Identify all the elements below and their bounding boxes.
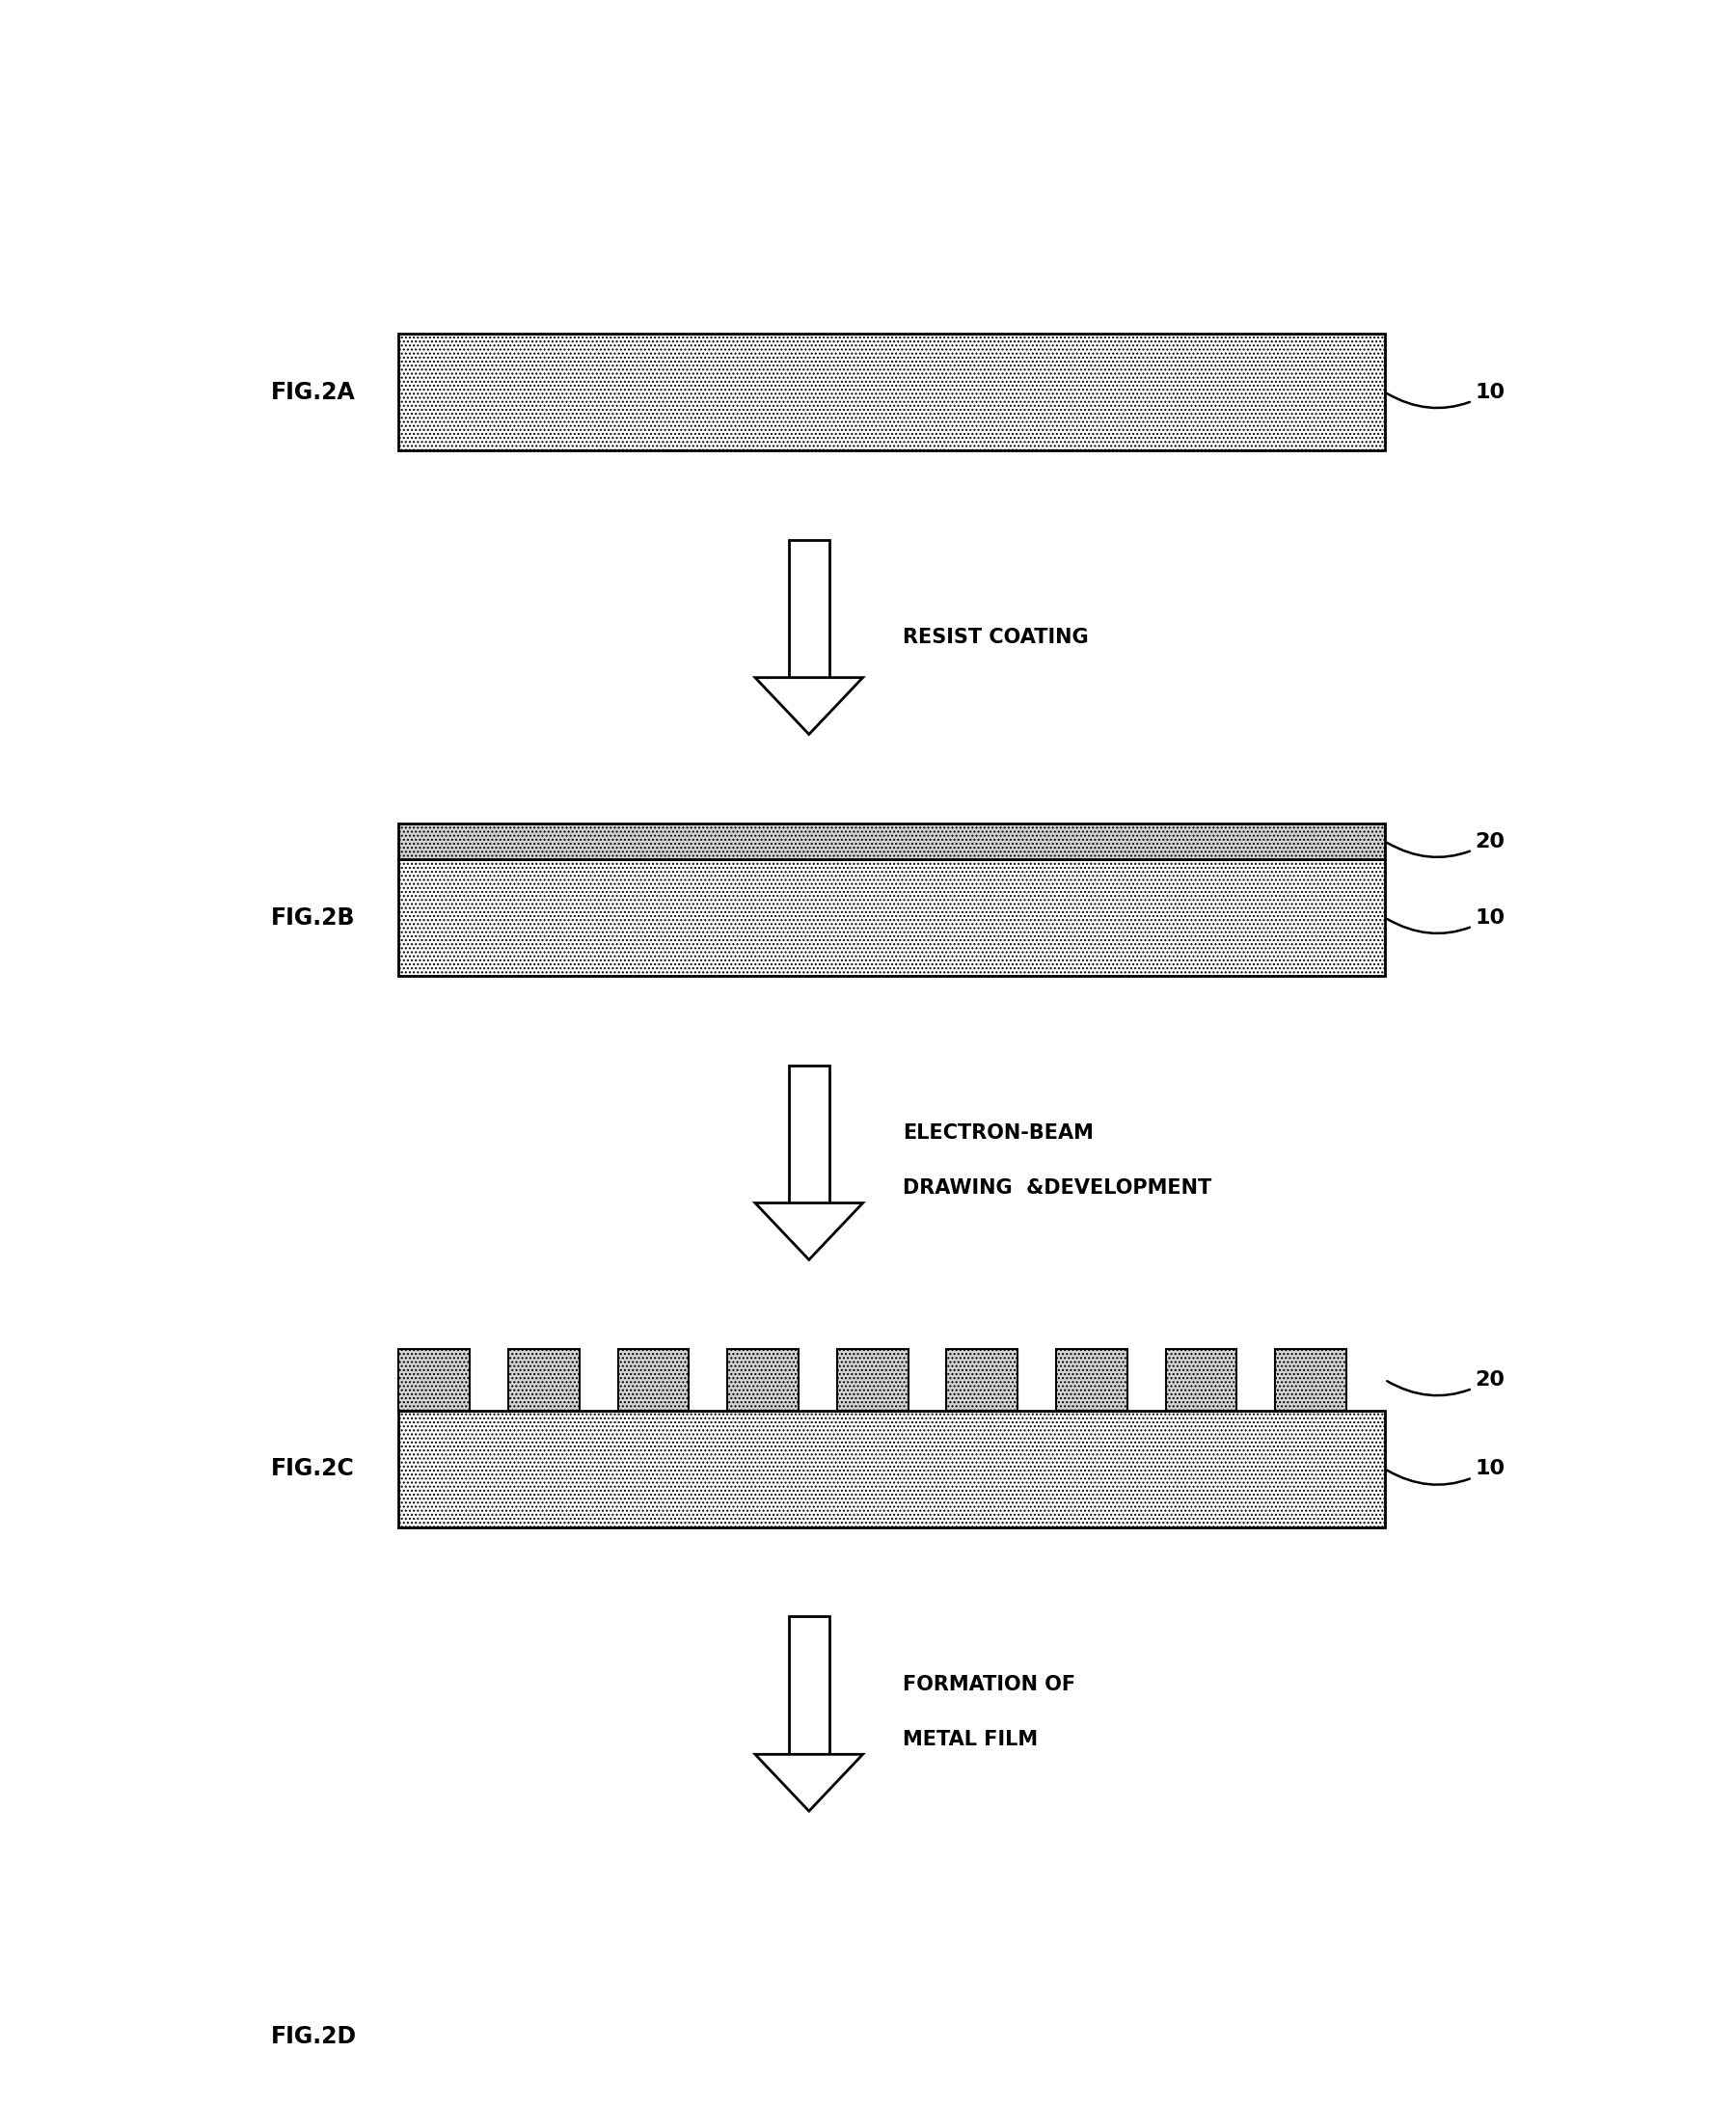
Bar — [1055, 1916, 1127, 1978]
Polygon shape — [755, 1754, 863, 1811]
Text: 20: 20 — [1387, 1371, 1505, 1396]
Text: FIG.2D: FIG.2D — [271, 2026, 358, 2047]
Text: 10: 10 — [1387, 1459, 1505, 1485]
Text: 20: 20 — [1387, 832, 1505, 857]
Bar — [788, 1066, 830, 1203]
Bar — [837, 1350, 908, 1411]
Bar — [1017, 1900, 1055, 1978]
Text: RESIST COATING: RESIST COATING — [903, 628, 1088, 647]
Bar — [727, 1350, 799, 1411]
Text: DRAWING  &DEVELOPMENT: DRAWING &DEVELOPMENT — [903, 1179, 1212, 1198]
Bar — [908, 1900, 946, 1978]
Bar — [1276, 1916, 1347, 1978]
Bar — [788, 539, 830, 678]
Polygon shape — [755, 678, 863, 735]
Bar — [1127, 1900, 1165, 1978]
Text: FIG.2A: FIG.2A — [271, 381, 356, 404]
Text: FORMATION OF: FORMATION OF — [903, 1674, 1076, 1695]
Text: 10: 10 — [1387, 383, 1505, 409]
Bar — [399, 823, 1385, 859]
Bar — [618, 1350, 689, 1411]
Text: 10: 10 — [1387, 908, 1505, 933]
Polygon shape — [755, 1203, 863, 1259]
Bar — [399, 1411, 1385, 1527]
Bar — [727, 1916, 799, 1978]
Bar — [946, 1350, 1017, 1411]
Bar — [580, 1900, 618, 1978]
Bar — [470, 1900, 509, 1978]
Bar — [399, 1350, 470, 1411]
Text: FIG.2B: FIG.2B — [271, 906, 356, 929]
Text: METAL FILM: METAL FILM — [903, 1729, 1038, 1750]
Text: FIG.2C: FIG.2C — [271, 1457, 354, 1481]
Bar — [399, 859, 1385, 975]
Bar — [689, 1900, 727, 1978]
Bar — [399, 1978, 1385, 2095]
Text: ELECTRON-BEAM: ELECTRON-BEAM — [903, 1125, 1094, 1144]
Bar — [788, 1617, 830, 1754]
Bar — [399, 1916, 470, 1978]
Bar — [1165, 1350, 1236, 1411]
Bar — [1165, 1916, 1236, 1978]
Bar — [399, 1900, 1385, 1916]
Bar — [1055, 1350, 1127, 1411]
Bar — [509, 1350, 580, 1411]
Bar — [799, 1900, 837, 1978]
Bar — [946, 1916, 1017, 1978]
Bar — [1236, 1900, 1276, 1978]
Bar — [399, 333, 1385, 451]
Bar — [837, 1916, 908, 1978]
Bar — [1276, 1350, 1347, 1411]
Bar — [509, 1916, 580, 1978]
Bar — [618, 1916, 689, 1978]
